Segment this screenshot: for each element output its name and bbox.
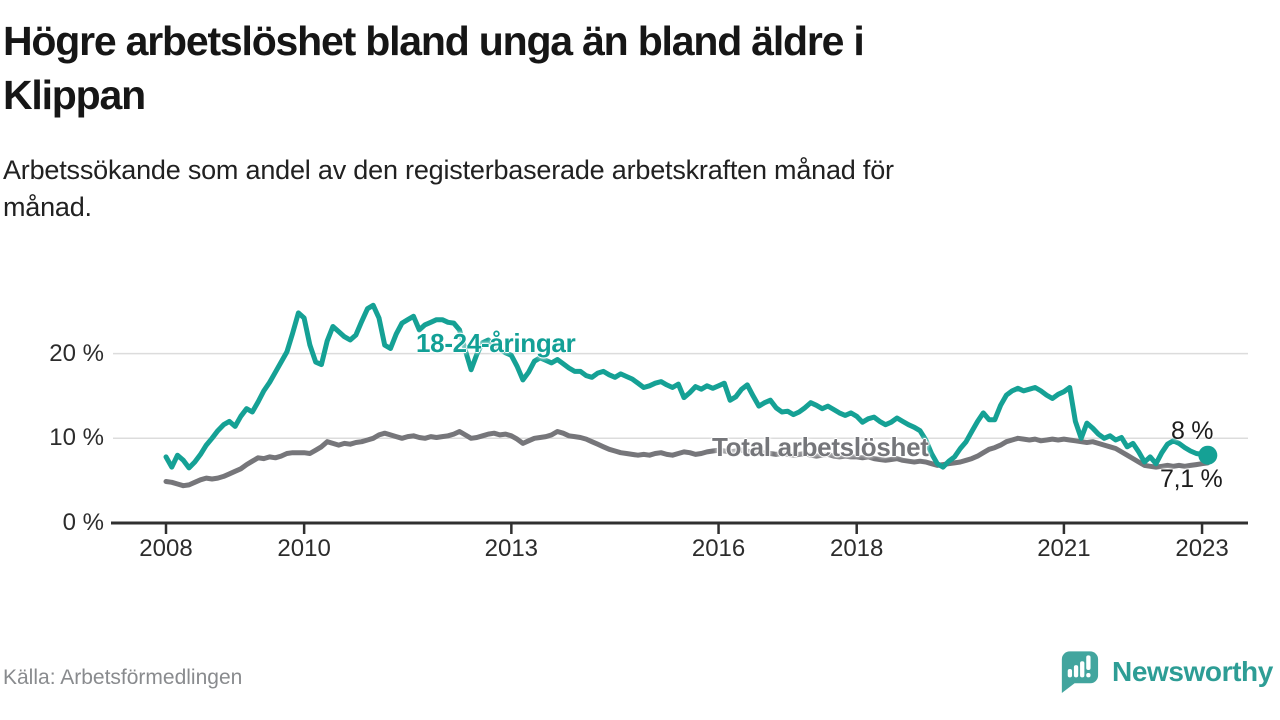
page-subtitle: Arbetssökande som andel av den registerb… — [3, 155, 894, 223]
x-tick-label: 2016 — [691, 535, 746, 562]
y-tick-label: 10 % — [49, 424, 104, 452]
logo-exclamation-dot — [1086, 672, 1091, 678]
logo-bar-short — [1067, 669, 1073, 678]
newsworthy-logo-icon — [1061, 651, 1099, 694]
series-end-dot — [1198, 445, 1218, 465]
newsworthy-wordmark: Newsworthy — [1112, 655, 1273, 687]
logo-bar-mid — [1073, 665, 1079, 678]
y-tick-label: 20 % — [49, 339, 104, 367]
x-tick-label: 2018 — [829, 535, 884, 562]
series-line-18-24-åringar — [163, 302, 1211, 471]
page-title: Högre arbetslöshet bland unga än bland ä… — [3, 18, 865, 119]
end-value-total: 7,1 % — [1160, 465, 1223, 493]
y-tick-label: 0 % — [62, 509, 104, 536]
x-tick-label: 2021 — [1037, 535, 1091, 562]
x-tick-label: 2013 — [484, 535, 539, 562]
newsworthy-logo: Newsworthy — [1055, 648, 1273, 695]
source-note: Källa: Arbetsförmedlingen — [3, 666, 243, 689]
series-line-Total arbetslöshet — [163, 429, 1211, 489]
x-tick-label: 2023 — [1175, 535, 1229, 562]
logo-exclamation-bar — [1086, 655, 1091, 671]
logo-bar-tall — [1080, 661, 1085, 678]
x-tick-label: 2008 — [139, 535, 193, 562]
series-label-youth: 18-24-åringar — [416, 328, 576, 358]
x-tick-label: 2010 — [277, 535, 331, 562]
series-label-total: Total arbetslöshet — [712, 432, 929, 462]
end-value-youth: 8 % — [1171, 417, 1214, 445]
